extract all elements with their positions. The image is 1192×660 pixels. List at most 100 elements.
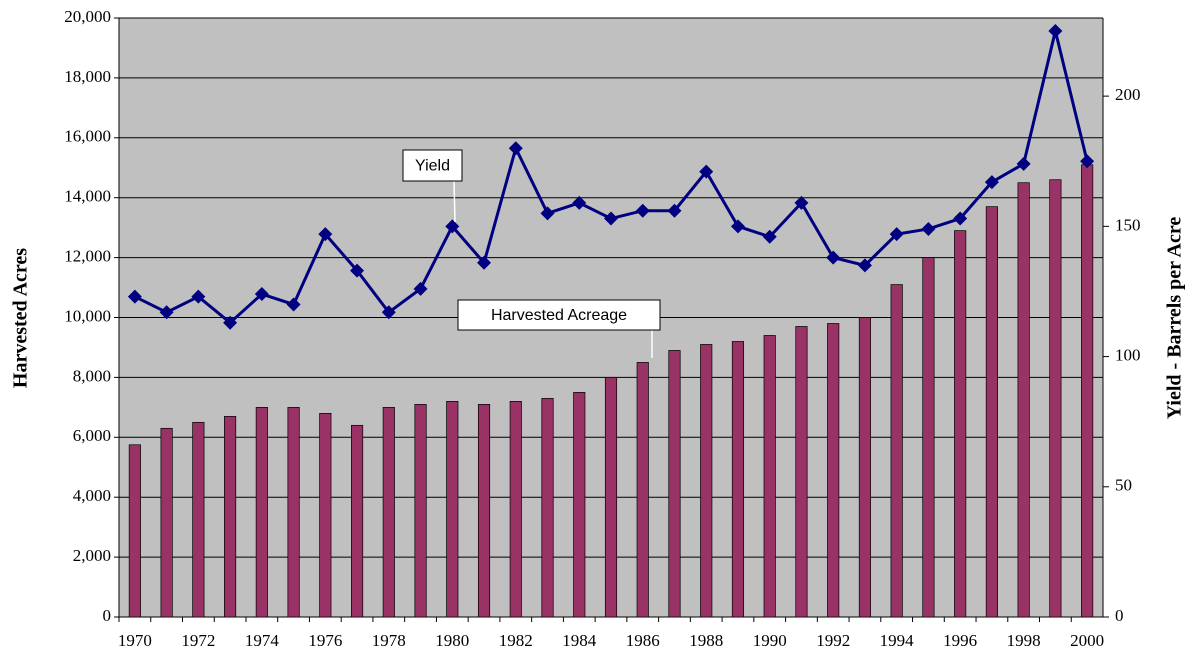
bar — [255, 407, 268, 618]
bar — [477, 404, 491, 618]
marker — [921, 221, 936, 236]
x-tick-label: 1982 — [499, 631, 533, 650]
bar — [1049, 179, 1062, 618]
x-tick-label: 1992 — [816, 631, 850, 650]
marker — [889, 227, 904, 242]
marker — [540, 206, 555, 221]
x-tick-label: 1974 — [245, 631, 280, 650]
marker — [762, 229, 777, 244]
marker — [477, 255, 492, 270]
y-tick-label: 16,000 — [64, 127, 111, 146]
y-tick-label: 18,000 — [64, 67, 111, 86]
x-tick-label: 1990 — [753, 631, 787, 650]
bar — [890, 284, 903, 618]
marker — [794, 195, 809, 210]
bar — [858, 317, 871, 618]
bar — [414, 404, 427, 618]
x-tick-label: 1986 — [626, 631, 660, 650]
y-tick-label: 14,000 — [64, 187, 111, 206]
bar — [351, 424, 364, 618]
y-tick-label: 6,000 — [73, 426, 111, 445]
bar — [795, 326, 808, 618]
marker — [159, 305, 174, 320]
bar — [636, 362, 649, 618]
marker — [413, 281, 428, 296]
bar — [541, 398, 554, 618]
bar — [446, 401, 459, 618]
annotation: Harvested Acreage — [491, 307, 627, 324]
marker — [604, 211, 618, 226]
bar — [954, 230, 967, 618]
x-tick-label: 1978 — [372, 631, 406, 650]
y-tick-label: 20,000 — [64, 7, 111, 26]
marker — [191, 289, 206, 304]
x-tick-label: 1972 — [181, 631, 215, 650]
y-axis-label: Harvested Acres — [10, 248, 32, 388]
marker — [508, 141, 523, 156]
bar — [922, 257, 935, 618]
y-tick-label: 10,000 — [64, 306, 111, 325]
marker — [381, 305, 396, 320]
marker — [286, 297, 301, 312]
x-tick-label: 1994 — [880, 631, 915, 650]
marker — [1048, 24, 1063, 39]
bar — [509, 401, 522, 618]
x-tick-label: 1996 — [943, 631, 977, 650]
x-tick-label: 1998 — [1007, 631, 1041, 650]
x-tick-label: 1976 — [308, 631, 342, 650]
y2-tick-label: 50 — [1115, 476, 1132, 495]
x-tick-label: 2000 — [1070, 631, 1104, 650]
bar — [985, 206, 998, 618]
bar — [573, 392, 586, 618]
bar — [160, 427, 173, 618]
marker — [635, 203, 650, 218]
bar — [192, 421, 205, 618]
marker — [953, 211, 968, 226]
bar — [700, 344, 713, 618]
marker — [254, 287, 269, 302]
marker — [223, 315, 238, 330]
annotation-box — [457, 299, 661, 331]
y-tick-label: 12,000 — [64, 247, 111, 266]
bar — [1081, 164, 1094, 618]
y-tick-label: 0 — [103, 606, 112, 625]
marker — [667, 203, 682, 218]
y-tick-label: 4,000 — [73, 486, 111, 505]
bar — [827, 323, 840, 618]
marker — [127, 289, 142, 304]
marker — [730, 219, 745, 234]
bar — [1017, 182, 1030, 618]
marker — [699, 164, 714, 179]
bar — [287, 407, 300, 618]
bar — [224, 415, 237, 618]
bar — [668, 350, 681, 618]
annotation-leader — [453, 180, 456, 223]
marker — [1080, 154, 1095, 169]
marker — [350, 263, 365, 278]
bar — [604, 377, 618, 618]
y2-tick-label: 200 — [1115, 85, 1141, 104]
x-tick-label: 1970 — [118, 631, 152, 650]
marker — [318, 227, 333, 242]
y2-tick-label: 0 — [1115, 606, 1124, 625]
marker — [445, 219, 460, 234]
marker — [1016, 156, 1031, 171]
x-tick-label: 1988 — [689, 631, 723, 650]
y2-axis-label: Yield - Barrels per Acre — [1164, 217, 1186, 420]
bar — [319, 412, 332, 618]
annotation-box — [402, 149, 463, 182]
y-tick-label: 2,000 — [73, 546, 111, 565]
bar — [382, 407, 395, 618]
bar — [763, 335, 776, 618]
y2-tick-label: 150 — [1115, 215, 1141, 234]
y2-tick-label: 100 — [1115, 345, 1141, 364]
marker — [826, 250, 841, 265]
bar — [128, 444, 141, 618]
marker — [857, 258, 872, 273]
marker — [572, 195, 587, 210]
bar — [731, 341, 745, 618]
y-tick-label: 8,000 — [73, 366, 111, 385]
x-tick-label: 1980 — [435, 631, 469, 650]
marker — [984, 175, 999, 190]
